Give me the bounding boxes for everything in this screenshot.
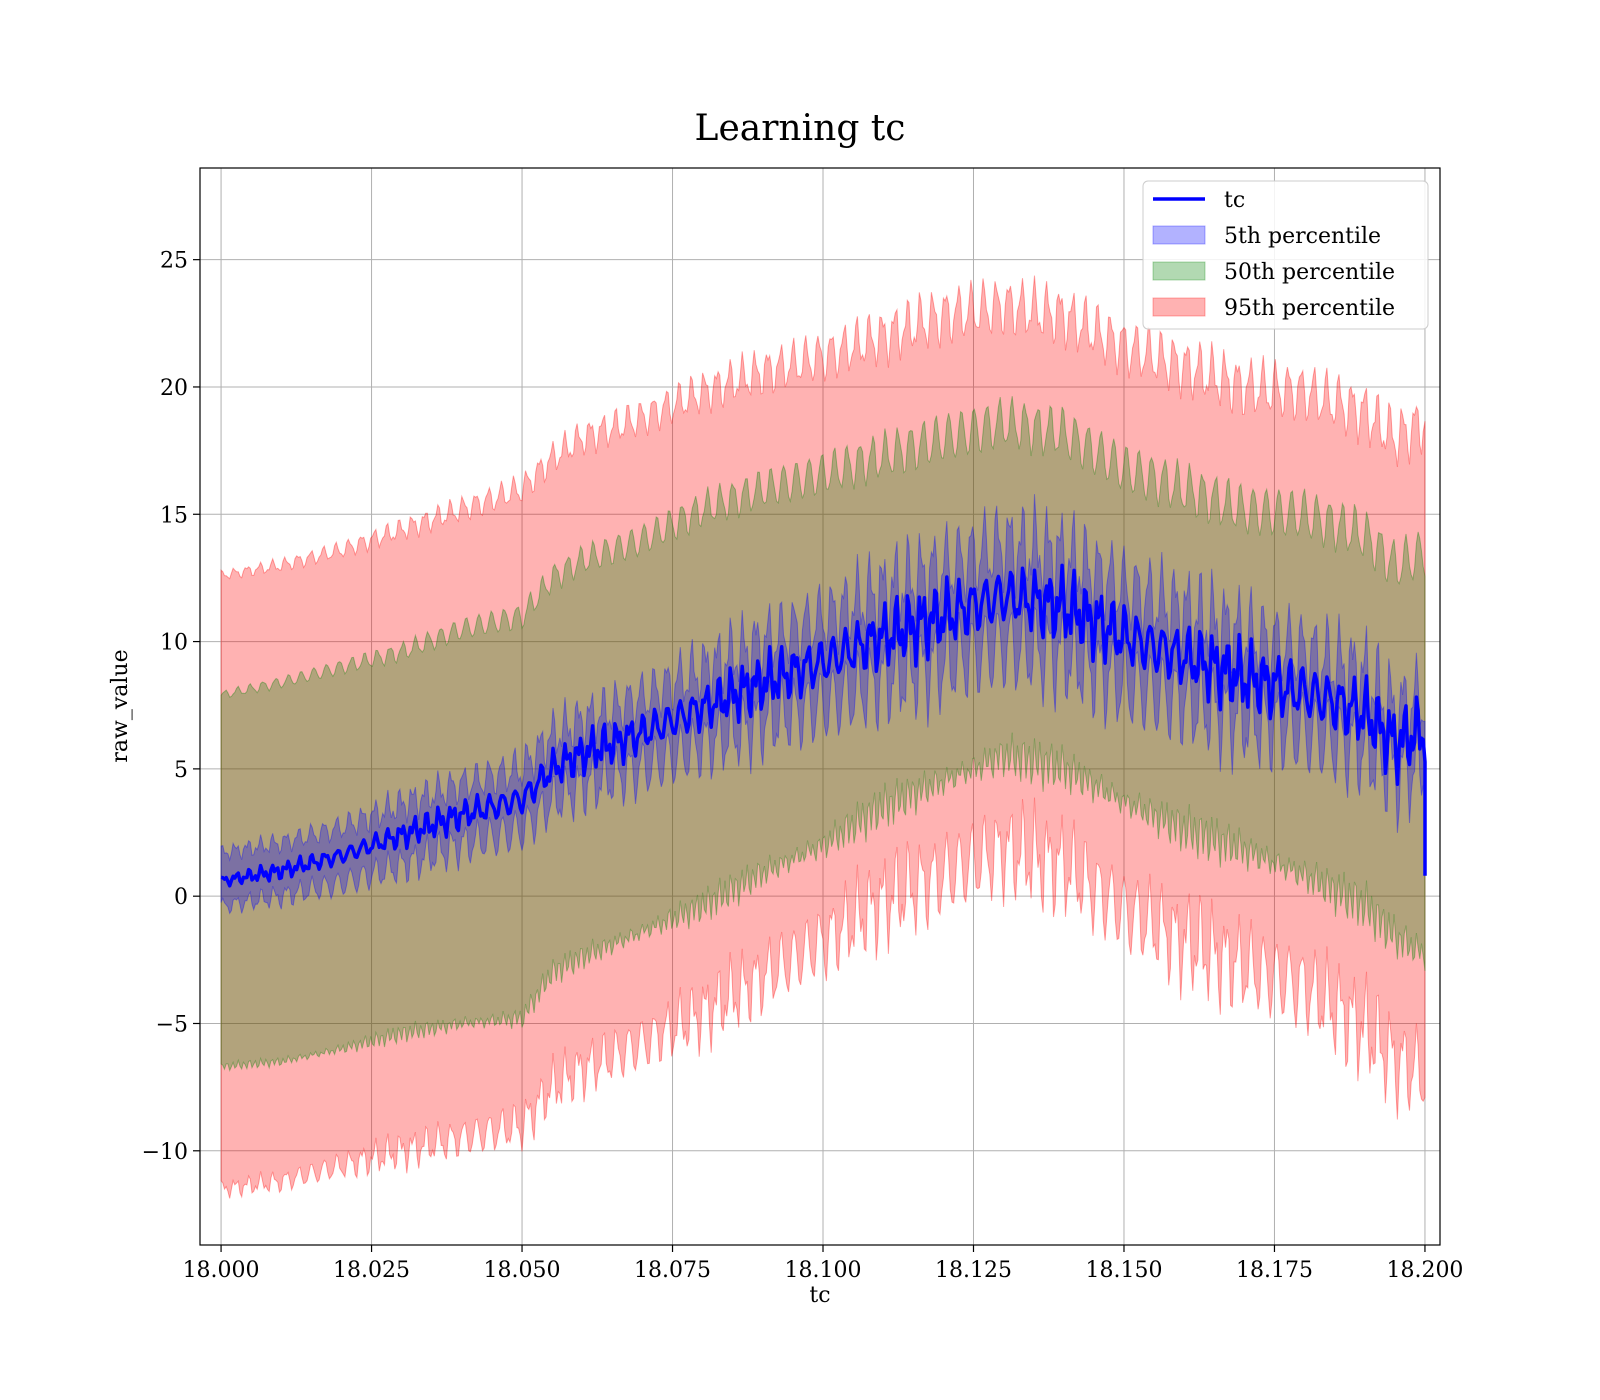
legend-label-50th: 50th percentile [1224,260,1395,285]
legend-box [1142,180,1429,330]
y-tick-label-2: 0 [174,885,188,910]
y-tick-label-5: 15 [160,503,188,528]
legend-swatch-50th [1152,261,1206,281]
x-tick-label-2: 18.050 [484,1258,561,1283]
x-tick-label-6: 18.150 [1085,1258,1162,1283]
legend-label-5th: 5th percentile [1224,224,1381,249]
y-axis-label: raw_value [108,649,133,762]
x-tick-label-7: 18.175 [1236,1258,1313,1283]
y-axis-ticks: −10 −5 0 5 10 15 20 25 [142,249,200,1165]
95th-percentile-band [220,275,1426,1199]
legend-swatch-5th [1152,225,1206,245]
x-tick-label-3: 18.075 [634,1258,711,1283]
x-tick-label-8: 18.200 [1386,1258,1463,1283]
y-tick-label-0: −10 [142,1140,188,1165]
tc-line-group [220,563,1427,888]
y-tick-label-7: 25 [160,249,188,274]
tc-line [220,563,1427,888]
y-tick-label-1: −5 [156,1012,188,1037]
chart-title: Learning tc [695,108,906,149]
x-tick-label-1: 18.025 [333,1258,410,1283]
x-axis-ticks: 18.000 18.025 18.050 18.075 18.100 18.125 18.1… [183,1245,1463,1283]
y-tick-label-6: 20 [160,376,188,401]
50th-percentile-band [220,396,1426,1072]
legend-swatch-95th [1152,297,1206,317]
gridlines [200,168,1440,1245]
x-tick-label-5: 18.125 [935,1258,1012,1283]
x-axis-label: tc [809,1283,830,1308]
y-tick-label-3: 5 [174,758,188,783]
plot-frame [199,167,1441,1246]
legend: tc 5th percentile 50th percentile 95th p… [1142,180,1429,330]
legend-label-95th: 95th percentile [1224,296,1395,321]
x-tick-label-0: 18.000 [183,1258,260,1283]
y-tick-label-4: 10 [160,631,188,656]
x-tick-label-4: 18.100 [785,1258,862,1283]
legend-label-tc: tc [1224,188,1245,213]
